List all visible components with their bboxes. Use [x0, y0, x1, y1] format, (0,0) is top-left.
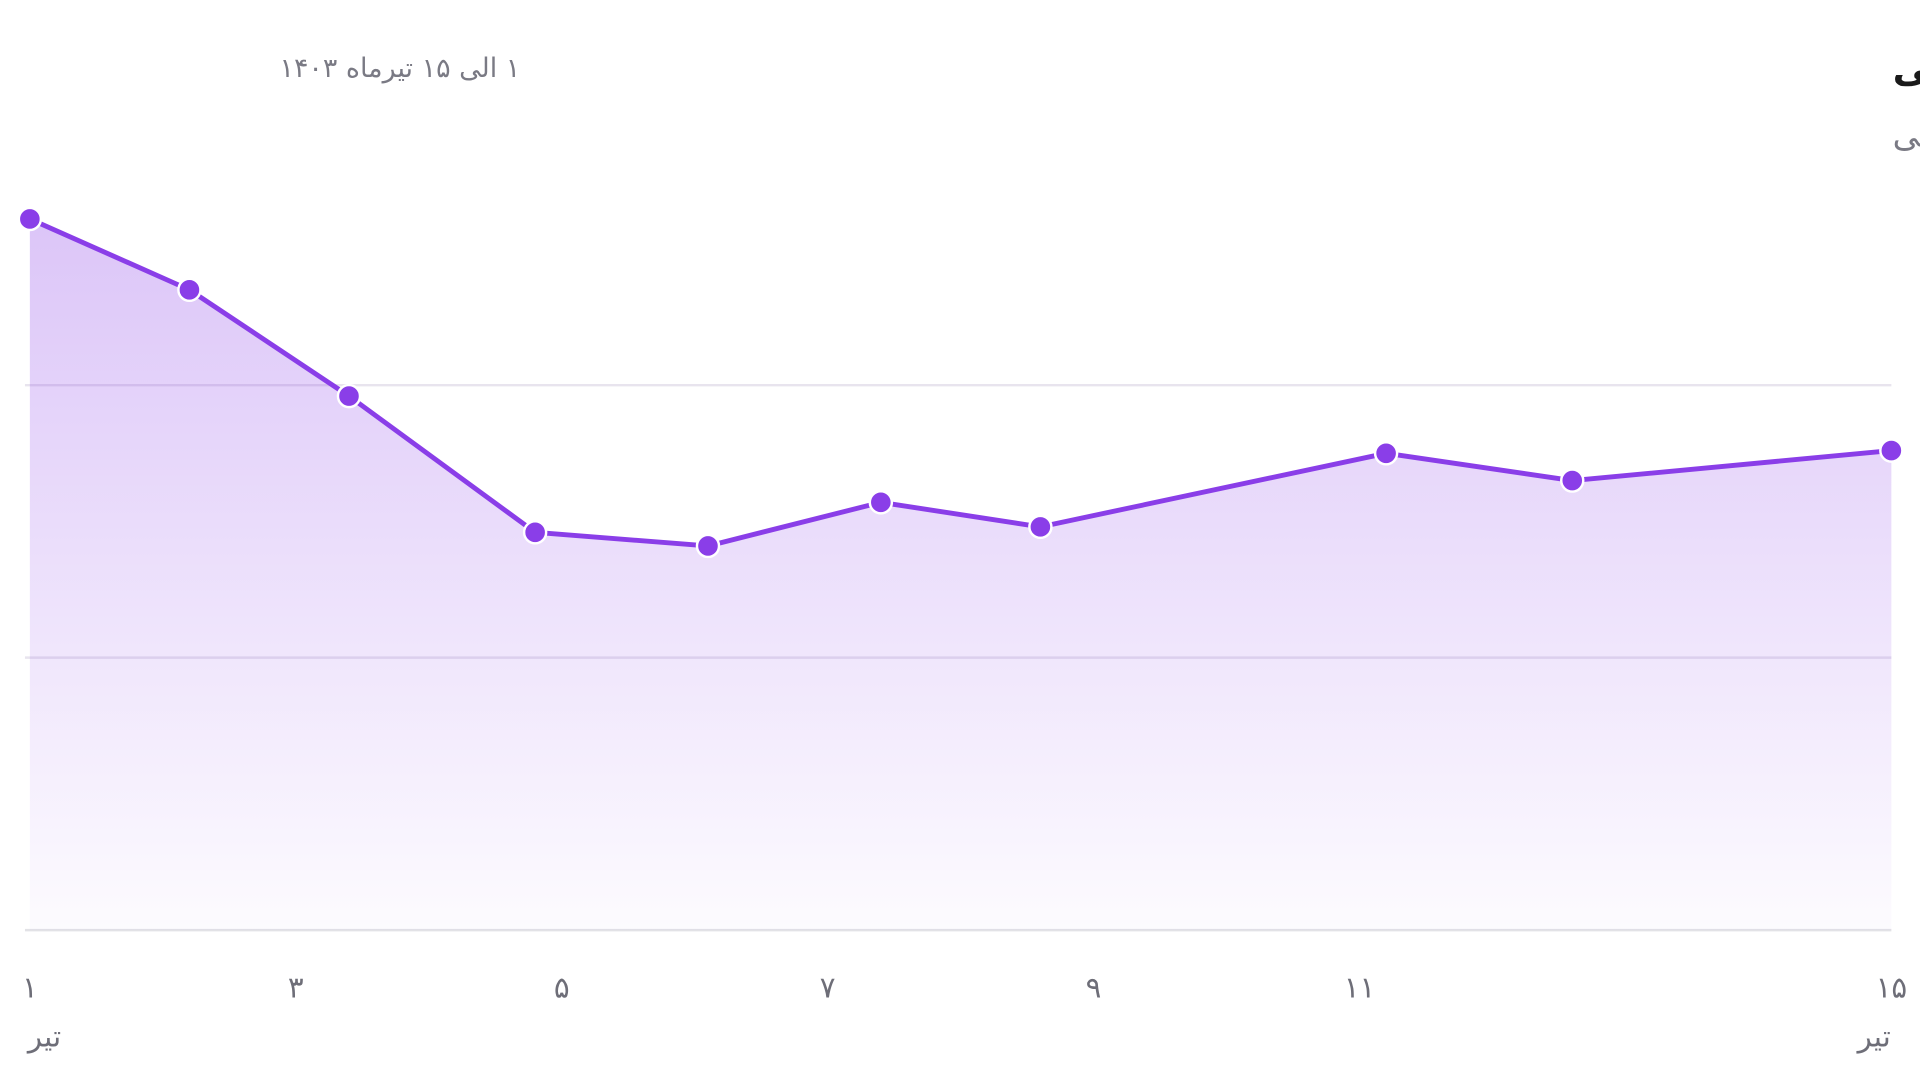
plot-area: ۱ ۳ ۵ ۷ ۹ ۱۱ ۱۵ تیر تیر — [17, 206, 1908, 1053]
data-point — [868, 490, 894, 515]
data-point — [177, 277, 202, 303]
data-point — [336, 383, 362, 409]
chart-title: نوسانات ترافیک فروشگاه‌های اینستاگرامی — [1893, 46, 1920, 90]
area-fill — [29, 218, 1892, 931]
data-point — [1879, 438, 1904, 463]
x-tick-label: ۷ — [820, 970, 836, 1004]
data-point — [522, 520, 548, 545]
x-month-label: تیر — [26, 1019, 61, 1053]
data-point — [695, 533, 721, 559]
x-tick-label: ۱ — [22, 970, 38, 1004]
date-range: ۱ الی ۱۵ تیرماه ۱۴۰۳ — [280, 53, 521, 84]
line — [28, 216, 1892, 549]
x-tick-label: ۹ — [1086, 970, 1102, 1004]
data-point — [1373, 441, 1399, 466]
x-tick-label: ۱۱ — [1344, 970, 1376, 1004]
x-tick-label: ۵ — [554, 970, 570, 1004]
x-tick-label: ۱۵ — [1876, 970, 1908, 1004]
data-point — [1560, 468, 1585, 493]
x-month-label: تیر — [1856, 1019, 1891, 1053]
data-point — [1028, 514, 1053, 540]
chart-subtitle: در ایام تبلیغات انتخاباتی — [1893, 116, 1920, 155]
x-tick-label: ۳ — [288, 970, 304, 1004]
data-point — [17, 206, 43, 232]
